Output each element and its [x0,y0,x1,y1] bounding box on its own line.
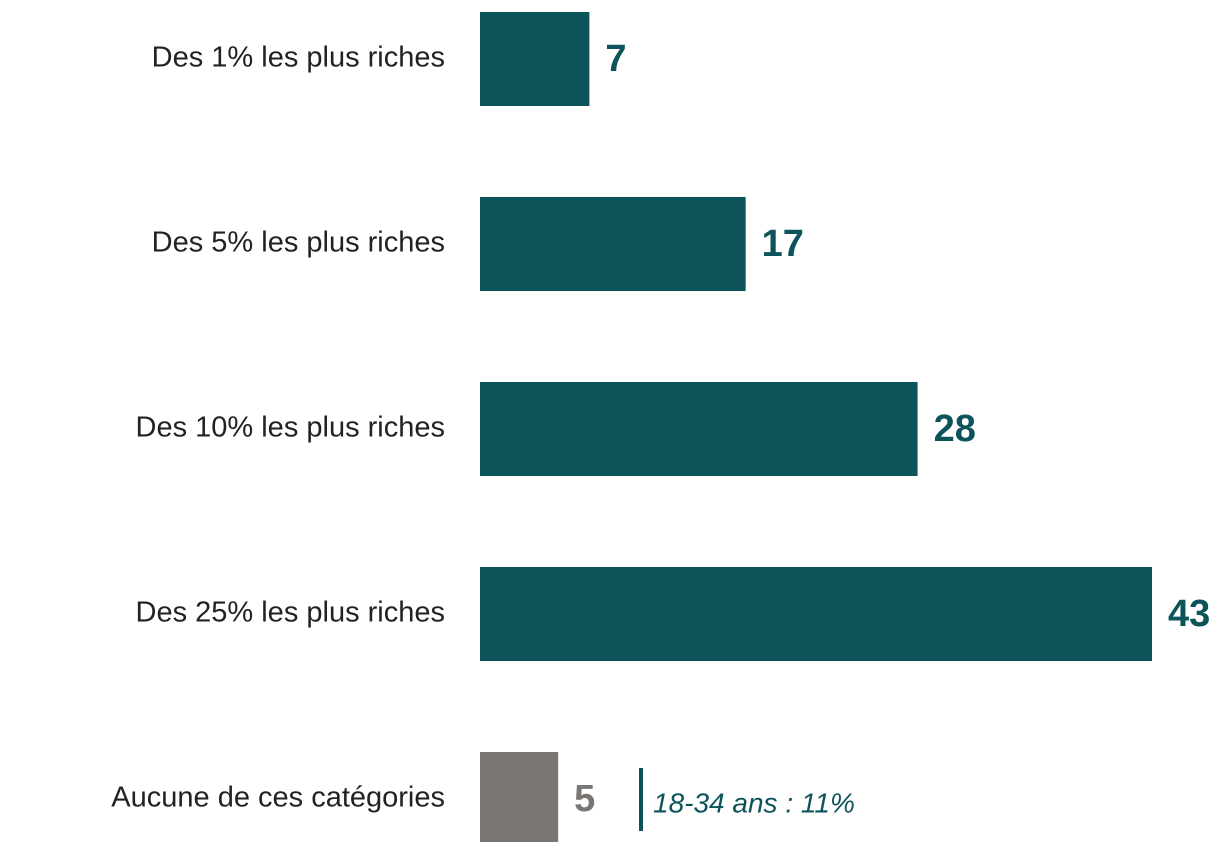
value-label: 28 [934,408,976,450]
category-label: Des 1% les plus riches [152,42,445,74]
category-label: Aucune de ces catégories [111,782,445,814]
value-label: 7 [605,38,626,80]
category-label: Des 5% les plus riches [152,227,445,259]
bar [480,752,559,842]
category-label: Des 10% les plus riches [136,412,445,444]
annotation: 18-34 ans : 11% [653,787,855,818]
bar [480,197,746,291]
value-label: 43 [1168,593,1210,635]
bar [480,567,1152,661]
bar [480,12,590,106]
value-label: 17 [762,223,804,265]
bar [480,382,918,476]
value-label: 5 [574,778,595,820]
category-label: Des 25% les plus riches [136,597,445,629]
